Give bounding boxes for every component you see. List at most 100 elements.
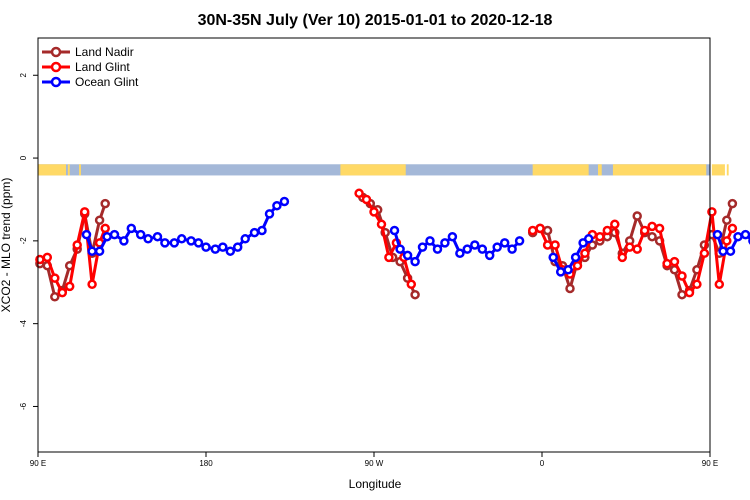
land-glint-point [550,240,560,250]
land-glint-line [39,210,107,295]
ocean-glint-point [152,231,163,242]
land-glint-point [42,252,53,263]
ocean-glint-point [201,242,211,252]
land-glint-point [722,236,732,246]
legend-swatch-marker [50,76,62,88]
land-glint-point [580,248,590,259]
y-tick-label: 2 [19,72,28,77]
ocean-glint-point [279,196,290,207]
strip-land [67,164,70,176]
legend-item-ocean-glint: Ocean Glint [42,75,139,89]
ocean-glint-point [249,227,260,238]
ocean-glint-point [186,236,196,246]
ocean-glint-point [126,223,137,234]
ocean-glint-point [548,252,558,263]
y-tick-label: -6 [19,402,28,410]
ocean-glint-point [499,238,510,248]
ocean-glint-point [417,242,428,252]
ocean-glint-point [712,229,723,240]
ocean-glint-point [232,242,243,252]
land-nadir-point [632,211,642,221]
strip-land [598,164,602,176]
land-glint-point [100,223,110,234]
x-tick-label: 180 [199,459,213,468]
strip-land [340,164,406,176]
land-nadir-point [50,292,60,302]
land-nadir-point [542,225,553,236]
ocean-glint-point [583,234,594,244]
land-glint-point [361,194,372,205]
strip-land [726,164,729,176]
strip-land [612,164,707,176]
ocean-glint-point [484,250,495,261]
x-axis-label: Longitude [349,477,402,491]
land-glint-point [72,240,82,250]
land-nadir-point [647,231,657,242]
ocean-glint-point [425,236,435,246]
x-tick-label: 0 [540,459,545,468]
plot-area-frame [37,37,711,453]
ocean-glint-point [507,244,517,254]
land-nadir-point [410,289,420,300]
land-glint-point [669,256,680,267]
land-ocean-strip [38,164,729,176]
land-nadir-point [565,283,575,294]
series-ocean-glint [81,196,750,277]
land-glint-point [376,219,387,230]
ocean-glint-point [102,231,112,242]
land-glint-point [727,223,738,234]
land-glint-point [684,287,695,298]
land-nadir-point [677,289,687,300]
ocean-glint-point [432,244,443,254]
land-nadir-line [531,203,734,297]
land-glint-point [57,287,68,298]
ocean-glint-point [272,200,282,211]
ocean-glint-point [109,229,120,240]
land-glint-point [354,188,364,199]
ocean-glint-point [563,265,573,275]
y-axis: 2 0 -2 -4 -6 [19,72,38,410]
land-glint-point [610,219,620,230]
ocean-glint-point [462,244,473,254]
land-glint-point [677,271,687,281]
land-glint-point [64,281,75,292]
land-glint-point [384,252,394,263]
land-glint-point [527,225,538,236]
ocean-glint-point [447,231,458,242]
ocean-glint-point [210,244,221,254]
land-glint-point [35,254,45,265]
ocean-glint-point [395,244,405,254]
series-layer [35,188,750,302]
land-nadir-point [94,215,105,225]
ocean-glint-point [119,236,129,246]
ocean-glint-point [555,267,566,277]
ocean-glint-point [718,246,728,256]
ocean-glint-point [514,236,525,246]
ocean-glint-point [477,244,488,254]
ocean-glint-point [740,229,750,240]
strip-land [711,164,725,176]
ocean-glint-point [81,229,92,240]
ocean-glint-point [218,242,228,252]
land-glint-point [369,207,379,217]
land-glint-point [572,260,583,271]
ocean-glint-point [492,242,502,252]
land-glint-point [707,207,717,217]
ocean-glint-point [135,229,146,240]
ocean-glint-point [470,240,480,250]
y-tick-label: 0 [19,155,28,160]
ocean-glint-line [85,200,286,253]
land-glint-point [87,279,97,290]
series-land-glint [35,188,738,298]
land-glint-point [632,244,642,254]
land-glint-point [624,242,635,252]
ocean-glint-point [455,248,465,259]
ocean-glint-point [87,246,97,256]
ocean-glint-point [389,225,400,236]
ocean-glint-point [402,250,413,261]
x-tick-label: 90 W [365,459,384,468]
land-glint-point [639,225,650,236]
strip-land [38,164,66,176]
